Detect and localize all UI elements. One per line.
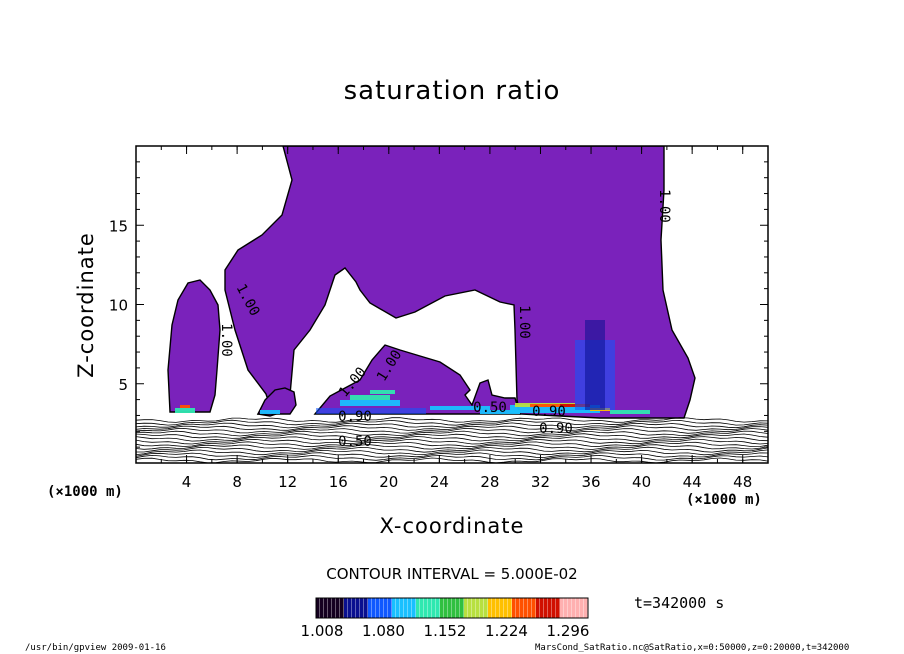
chart-title: saturation ratio — [343, 76, 561, 106]
x-tick-label: 8 — [232, 473, 242, 491]
contour-label: 1.00 — [516, 305, 532, 339]
footer-file: MarsCond_SatRatio.nc@SatRatio,x=0:50000,… — [535, 643, 850, 653]
supersaturated-region-left — [167, 279, 221, 413]
high-saturation-cell — [180, 405, 190, 408]
contour-line — [136, 449, 768, 456]
x-tick-label: 24 — [430, 473, 449, 491]
contour-label: 0.90 — [532, 404, 566, 420]
high-saturation-cell — [316, 408, 426, 414]
contour-line — [136, 441, 768, 448]
x-tick-label: 40 — [632, 473, 651, 491]
y-tick-label: 10 — [109, 297, 128, 315]
high-saturation-cells — [175, 320, 650, 414]
contour-line — [136, 438, 768, 445]
x-unit-label-right: (×1000 m) — [686, 492, 762, 508]
plot-area — [136, 146, 768, 463]
x-tick-label: 44 — [683, 473, 702, 491]
colorbar-tick-label: 1.080 — [362, 622, 405, 640]
high-saturation-cell — [510, 405, 600, 413]
contour-label: 0.90 — [539, 421, 573, 437]
contour-line — [136, 425, 768, 431]
colorbar-tick-label: 1.296 — [546, 622, 590, 640]
x-tick-label: 48 — [733, 473, 752, 491]
high-saturation-cell — [430, 406, 490, 410]
x-tick-label: 16 — [329, 473, 348, 491]
contour-line — [136, 422, 768, 429]
high-saturation-cell — [175, 408, 195, 413]
contour-line — [136, 446, 768, 453]
contour-line — [136, 444, 768, 450]
x-tick-label: 4 — [182, 473, 192, 491]
colorbar-tick-label: 1.152 — [423, 622, 467, 640]
x-axis-label: X-coordinate — [379, 514, 525, 538]
y-tick-label: 5 — [118, 376, 128, 394]
contour-line — [136, 436, 768, 442]
contour-label: 0.50 — [338, 434, 372, 450]
contour-label: 1.00 — [656, 189, 672, 223]
x-tick-label: 12 — [278, 473, 297, 491]
high-saturation-cell — [350, 395, 390, 400]
contour-interval: CONTOUR INTERVAL = 5.000E-02 — [326, 565, 578, 583]
high-saturation-cell — [370, 390, 395, 394]
x-tick-label: 20 — [379, 473, 398, 491]
supersaturated-region-small — [256, 387, 297, 415]
contour-line — [136, 454, 768, 461]
subsaturated-contours — [136, 417, 768, 463]
contour-line — [136, 417, 768, 423]
contour-line — [136, 419, 768, 426]
colorbar-tick-label: 1.008 — [300, 622, 344, 640]
contour-line — [136, 433, 768, 440]
high-saturation-cell — [610, 410, 650, 414]
footer-command: /usr/bin/gpview 2009-01-16 — [25, 643, 166, 653]
x-tick-label: 28 — [480, 473, 499, 491]
high-saturation-cell — [480, 410, 520, 414]
contour-line — [136, 430, 768, 437]
contour-line — [136, 427, 768, 434]
colorbar-tick-label: 1.224 — [485, 622, 528, 640]
high-saturation-cell — [585, 320, 605, 410]
x-unit-label-left: (×1000 m) — [47, 484, 123, 500]
colorbar-stripes — [316, 598, 588, 618]
high-saturation-cell — [530, 404, 570, 407]
high-saturation-cell — [340, 400, 400, 406]
y-tick-label: 15 — [109, 217, 128, 235]
axis-ticks — [136, 146, 769, 463]
x-tick-label: 36 — [581, 473, 600, 491]
time-label: t=342000 s — [634, 594, 725, 612]
x-tick-label: 32 — [531, 473, 550, 491]
colorbar — [315, 597, 589, 619]
contour-line — [136, 452, 768, 458]
contour-label: 0.90 — [338, 409, 372, 425]
high-saturation-cell — [260, 410, 280, 414]
y-axis-label: Z-coordinate — [74, 232, 98, 378]
contour-label: 1.00 — [218, 323, 234, 357]
contour-label: 0.50 — [473, 400, 507, 416]
colorbar-frame — [315, 597, 589, 619]
